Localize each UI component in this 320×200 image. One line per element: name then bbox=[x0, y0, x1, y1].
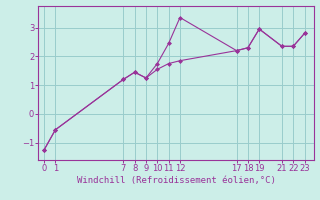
X-axis label: Windchill (Refroidissement éolien,°C): Windchill (Refroidissement éolien,°C) bbox=[76, 176, 276, 185]
